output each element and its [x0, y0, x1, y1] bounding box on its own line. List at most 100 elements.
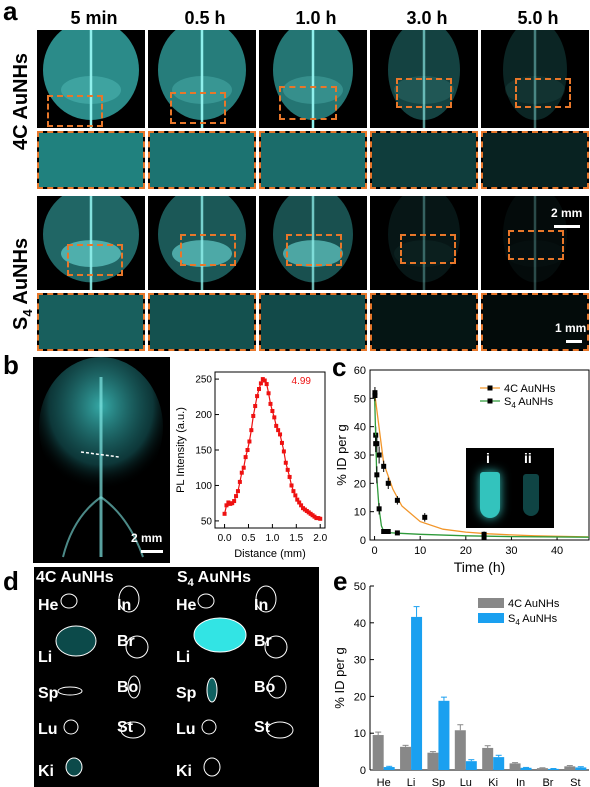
data-point: [283, 460, 288, 465]
category-label: In: [516, 777, 525, 787]
mouse-fluorescence: [503, 196, 567, 290]
legend-subscript: 4: [511, 401, 516, 410]
data-point: [381, 463, 387, 469]
zoom-thumbnail: [148, 293, 256, 351]
data-point: [235, 489, 240, 494]
zoom-thumbnail: [259, 293, 367, 351]
data-point: [264, 382, 269, 387]
organ-label: Lu: [176, 721, 196, 738]
organ-outline: [206, 677, 218, 703]
data-point: [234, 494, 239, 499]
mouse-image: [481, 196, 589, 290]
data-point: [394, 530, 400, 536]
organ-outline: [267, 675, 287, 699]
scale-bar-top: [554, 225, 580, 228]
data-point: [270, 409, 275, 413]
bar: [564, 766, 576, 770]
organ-label: Ki: [38, 763, 54, 780]
panel-b-letter: b: [3, 350, 19, 380]
legend-subscript: 4: [515, 618, 520, 627]
bar: [520, 767, 532, 770]
organ-header-4c: 4C AuNHs: [36, 569, 114, 586]
roi-box: [180, 234, 236, 266]
mouse-image: [370, 196, 478, 290]
vial-label-ii: ii: [524, 450, 532, 466]
data-point: [381, 529, 387, 534]
data-point: [255, 394, 260, 399]
mouse-fluorescence: [273, 196, 353, 290]
roi-box: [396, 78, 452, 108]
organ-outline: [55, 625, 97, 657]
data-point: [299, 503, 304, 508]
x-tick-label: 1.0: [265, 533, 279, 544]
legend-swatch: [478, 613, 504, 623]
organ-outline: [60, 593, 78, 609]
time-label: 3.0 h: [406, 8, 448, 28]
time-label: 1.0 h: [295, 8, 337, 28]
data-point: [481, 531, 487, 537]
data-point: [373, 441, 379, 447]
data-point: [243, 455, 248, 460]
scale-label-top: 2 mm: [551, 206, 583, 220]
scale-label-bottom: 1 mm: [555, 321, 587, 335]
data-point: [247, 439, 252, 444]
bar: [454, 730, 466, 770]
y-tick-label: 10: [354, 507, 366, 519]
data-point: [224, 503, 229, 508]
roi-box: [170, 92, 226, 124]
x-tick-label: 30: [505, 545, 517, 557]
roi-box: [47, 95, 103, 127]
organ-outline: [118, 585, 140, 613]
organ-image: 4C AuNHs S4 AuNHs He In Li Br Sp Bo Lu St Ki He In…: [34, 567, 319, 787]
organ-label: In: [117, 597, 132, 614]
data-point: [272, 415, 277, 420]
organ-outline: [203, 757, 221, 777]
legend-label: S4 AuNHs: [504, 396, 554, 410]
mouse-fluorescence: [503, 30, 567, 128]
organ-outline: [120, 721, 146, 739]
organ-label: Sp: [176, 685, 197, 702]
y-axis-label: % ID per g: [334, 424, 349, 485]
bar: [438, 700, 450, 770]
data-point: [372, 393, 378, 398]
data-point: [376, 452, 382, 458]
fit-line: [373, 392, 590, 538]
x-tick-label: 40: [551, 545, 563, 557]
panel-d-letter: d: [3, 566, 19, 596]
mouse-fluorescence: [388, 196, 460, 290]
organ-label: St: [117, 719, 133, 736]
organ-outline: [127, 675, 141, 699]
y-axis-label: % ID per g: [332, 647, 347, 708]
organ-outline: [63, 719, 79, 735]
data-point: [318, 516, 323, 521]
y-tick-label: 40: [354, 618, 366, 630]
organ-label: Bo: [117, 679, 139, 696]
organ-label: Lu: [38, 721, 58, 738]
legend-label: 4C AuNHs: [504, 383, 556, 395]
data-point: [287, 474, 292, 479]
y-tick-label: 0: [360, 535, 366, 547]
roi-box: [400, 234, 456, 264]
y-tick-label: 50: [354, 393, 366, 405]
y-tick-label: 250: [195, 375, 212, 386]
x-tick-label: 0: [372, 545, 378, 557]
legend-label: 4C AuNHs: [508, 598, 560, 610]
data-point: [293, 493, 298, 498]
data-point: [237, 479, 242, 484]
zoom-thumbnail: [37, 293, 145, 351]
data-point: [279, 440, 284, 445]
mouse-image: [148, 30, 256, 128]
vial-inset-image: i ii: [466, 448, 554, 528]
roi-box: [279, 86, 337, 120]
data-point: [289, 483, 294, 488]
data-point: [295, 497, 300, 502]
time-label: 5.0 h: [517, 8, 559, 28]
organ-label: St: [254, 719, 270, 736]
category-label: Br: [542, 777, 553, 787]
mouse-fluorescence: [158, 30, 246, 128]
y-tick-label: 40: [354, 422, 366, 434]
data-point: [262, 378, 267, 383]
data-point: [297, 500, 302, 505]
zoom-thumbnail: [370, 293, 478, 351]
zoom-thumbnail: [370, 131, 478, 189]
